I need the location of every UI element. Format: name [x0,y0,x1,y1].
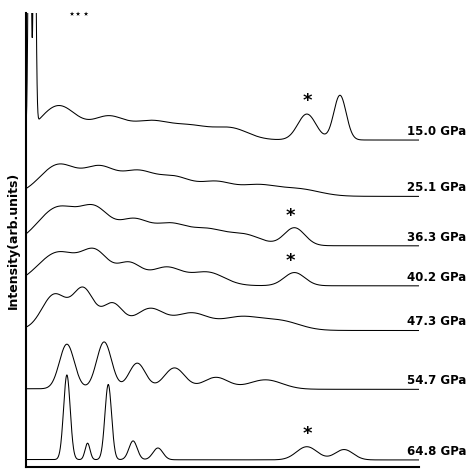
Text: $\mathbf{\star\!\star\!\star}$: $\mathbf{\star\!\star\!\star}$ [68,8,91,18]
Text: 64.8 GPa: 64.8 GPa [407,445,466,458]
Text: 36.3 GPa: 36.3 GPa [407,231,466,244]
Text: *: * [285,252,295,270]
Text: 40.2 GPa: 40.2 GPa [407,271,466,283]
Text: *: * [302,92,311,110]
Text: *: * [302,425,311,443]
Text: 47.3 GPa: 47.3 GPa [407,315,466,328]
Text: 54.7 GPa: 54.7 GPa [407,374,466,387]
Y-axis label: Intensity(arb.units): Intensity(arb.units) [7,172,20,309]
Text: *: * [285,207,295,225]
Text: 15.0 GPa: 15.0 GPa [407,125,466,138]
Text: 25.1 GPa: 25.1 GPa [407,181,466,194]
